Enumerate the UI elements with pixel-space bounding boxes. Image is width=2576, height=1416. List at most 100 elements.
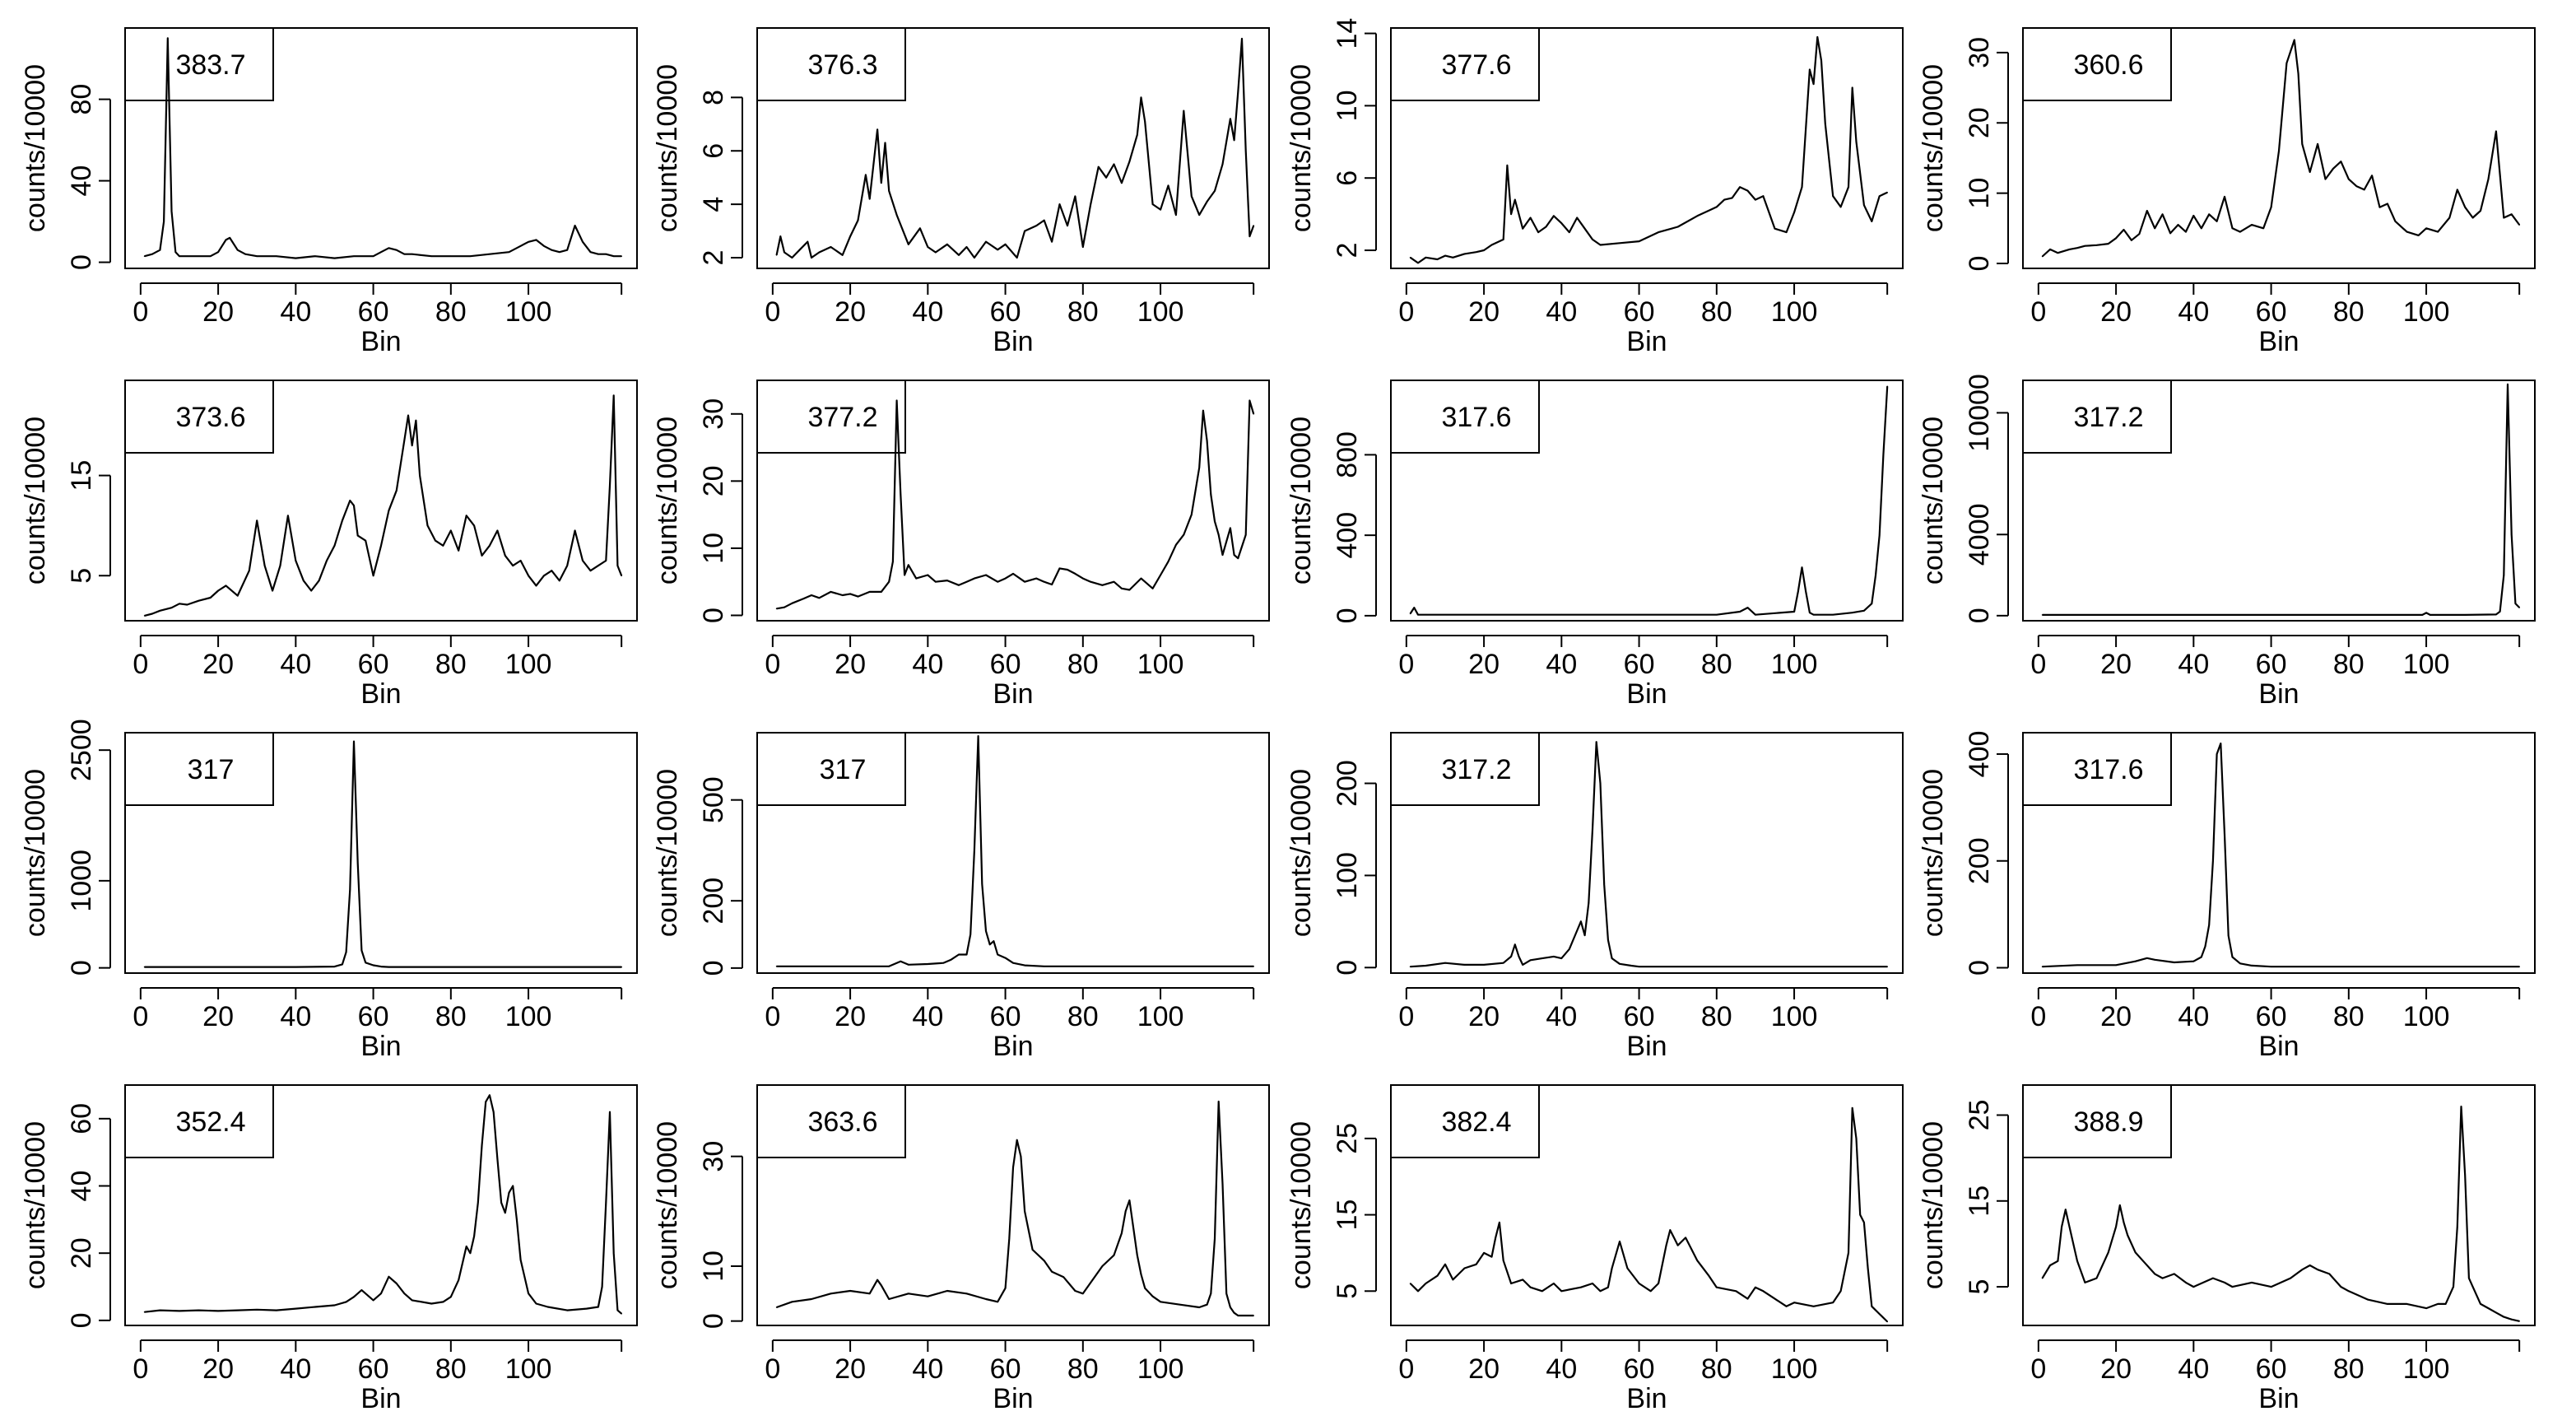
data-point xyxy=(830,1293,832,1295)
data-point xyxy=(345,951,347,953)
data-point xyxy=(2387,1303,2388,1305)
data-point xyxy=(1716,1286,1718,1288)
y-axis-label: counts/10000 xyxy=(20,1121,51,1289)
series-points xyxy=(2041,743,2520,967)
data-point xyxy=(1569,948,1570,950)
y-axis: 5 15 counts/10000 xyxy=(20,417,111,585)
data-point xyxy=(1074,1290,1076,1292)
data-point xyxy=(1191,195,1193,198)
data-point xyxy=(508,251,510,254)
data-point xyxy=(1859,1213,1861,1216)
data-point xyxy=(589,570,592,571)
data-point xyxy=(1175,544,1177,546)
data-point xyxy=(365,539,367,542)
data-point xyxy=(407,414,409,417)
panel-label: 382.4 xyxy=(1441,1106,1511,1138)
y-axis: 0 200 400 counts/10000 xyxy=(1918,731,2009,976)
data-point xyxy=(2134,960,2137,962)
data-point xyxy=(489,1094,491,1097)
x-tick-label: 80 xyxy=(435,296,467,328)
panel-10: 0 20 40 60 80 100 Bin 0 200 500 counts/10000 317 xyxy=(652,732,1270,1062)
data-point xyxy=(1024,230,1025,232)
x-tick-label: 60 xyxy=(358,296,389,328)
data-point xyxy=(1510,1283,1512,1284)
data-point xyxy=(2220,743,2222,744)
data-point xyxy=(217,251,219,254)
panel-label-box xyxy=(2022,1084,2172,1158)
data-point xyxy=(1237,966,1239,967)
data-point xyxy=(791,257,793,259)
data-point xyxy=(2499,611,2501,613)
data-point xyxy=(2115,964,2117,967)
data-point xyxy=(1626,1267,1629,1269)
data-point xyxy=(1144,120,1146,123)
panel-label-box xyxy=(756,1084,906,1158)
data-point xyxy=(450,255,452,258)
data-point xyxy=(2227,934,2230,937)
data-point xyxy=(1444,962,1446,964)
data-point xyxy=(621,575,622,577)
data-point xyxy=(1214,190,1216,192)
data-point xyxy=(830,591,832,593)
y-axis: 0 1000 2500 counts/10000 xyxy=(20,719,111,976)
data-point xyxy=(1809,612,1811,613)
data-point xyxy=(1583,934,1586,936)
y-tick-label: 30 xyxy=(698,398,729,430)
data-point xyxy=(566,1309,568,1311)
data-point xyxy=(485,1101,486,1103)
x-tick-label: 100 xyxy=(2403,1353,2450,1385)
data-point xyxy=(225,585,227,587)
data-point xyxy=(519,560,522,561)
data-point xyxy=(1878,534,1881,536)
y-tick-label: 6 xyxy=(698,143,729,159)
data-point xyxy=(1202,409,1204,412)
data-point xyxy=(1444,254,1446,257)
data-point xyxy=(353,740,355,743)
data-point xyxy=(1871,221,1873,222)
data-point xyxy=(2174,1273,2175,1275)
data-point xyxy=(1592,1283,1593,1284)
data-point xyxy=(1599,244,1602,246)
data-point xyxy=(1020,1155,1022,1157)
x-tick-label: 0 xyxy=(2030,296,2046,328)
data-point xyxy=(612,394,615,397)
data-point xyxy=(2348,1290,2350,1293)
data-point xyxy=(1848,1252,1849,1254)
y-tick-label: 0 xyxy=(1964,960,1995,976)
data-point xyxy=(2131,240,2132,241)
data-point xyxy=(1746,1297,1749,1300)
data-point xyxy=(170,607,173,608)
data-point xyxy=(1483,249,1485,251)
panel-16: 0 20 40 60 80 100 Bin 5 15 25 counts/10000 388.9 xyxy=(1918,1084,2536,1414)
x-tick-label: 0 xyxy=(2030,1353,2046,1385)
data-point xyxy=(217,966,219,968)
x-tick-label: 20 xyxy=(1468,296,1500,328)
data-point xyxy=(2061,1226,2062,1227)
y-tick-label: 8 xyxy=(698,90,729,105)
panel-label: 317 xyxy=(820,754,867,785)
data-point xyxy=(489,253,491,255)
series-line xyxy=(1409,1106,1888,1323)
data-point xyxy=(1253,413,1254,415)
data-point xyxy=(2192,960,2195,962)
data-point xyxy=(1012,1167,1014,1168)
series-points xyxy=(1409,1107,1888,1323)
data-point xyxy=(1221,163,1224,165)
data-point xyxy=(965,1293,968,1295)
y-tick-label: 4000 xyxy=(1964,503,1995,566)
data-point xyxy=(1463,253,1466,255)
panel-label-box xyxy=(1390,380,1540,454)
data-point xyxy=(256,966,258,968)
data-point xyxy=(1638,240,1640,242)
data-point xyxy=(2095,245,2098,246)
data-point xyxy=(1214,1237,1216,1240)
panel-label: 317.2 xyxy=(1441,754,1511,785)
y-axis: 5 15 25 counts/10000 xyxy=(1918,1100,2009,1295)
data-point xyxy=(876,128,878,131)
panel-label: 360.6 xyxy=(2073,49,2143,81)
data-point xyxy=(2495,1311,2497,1314)
data-point xyxy=(411,966,413,968)
data-point xyxy=(888,190,890,192)
series-points xyxy=(143,394,622,617)
